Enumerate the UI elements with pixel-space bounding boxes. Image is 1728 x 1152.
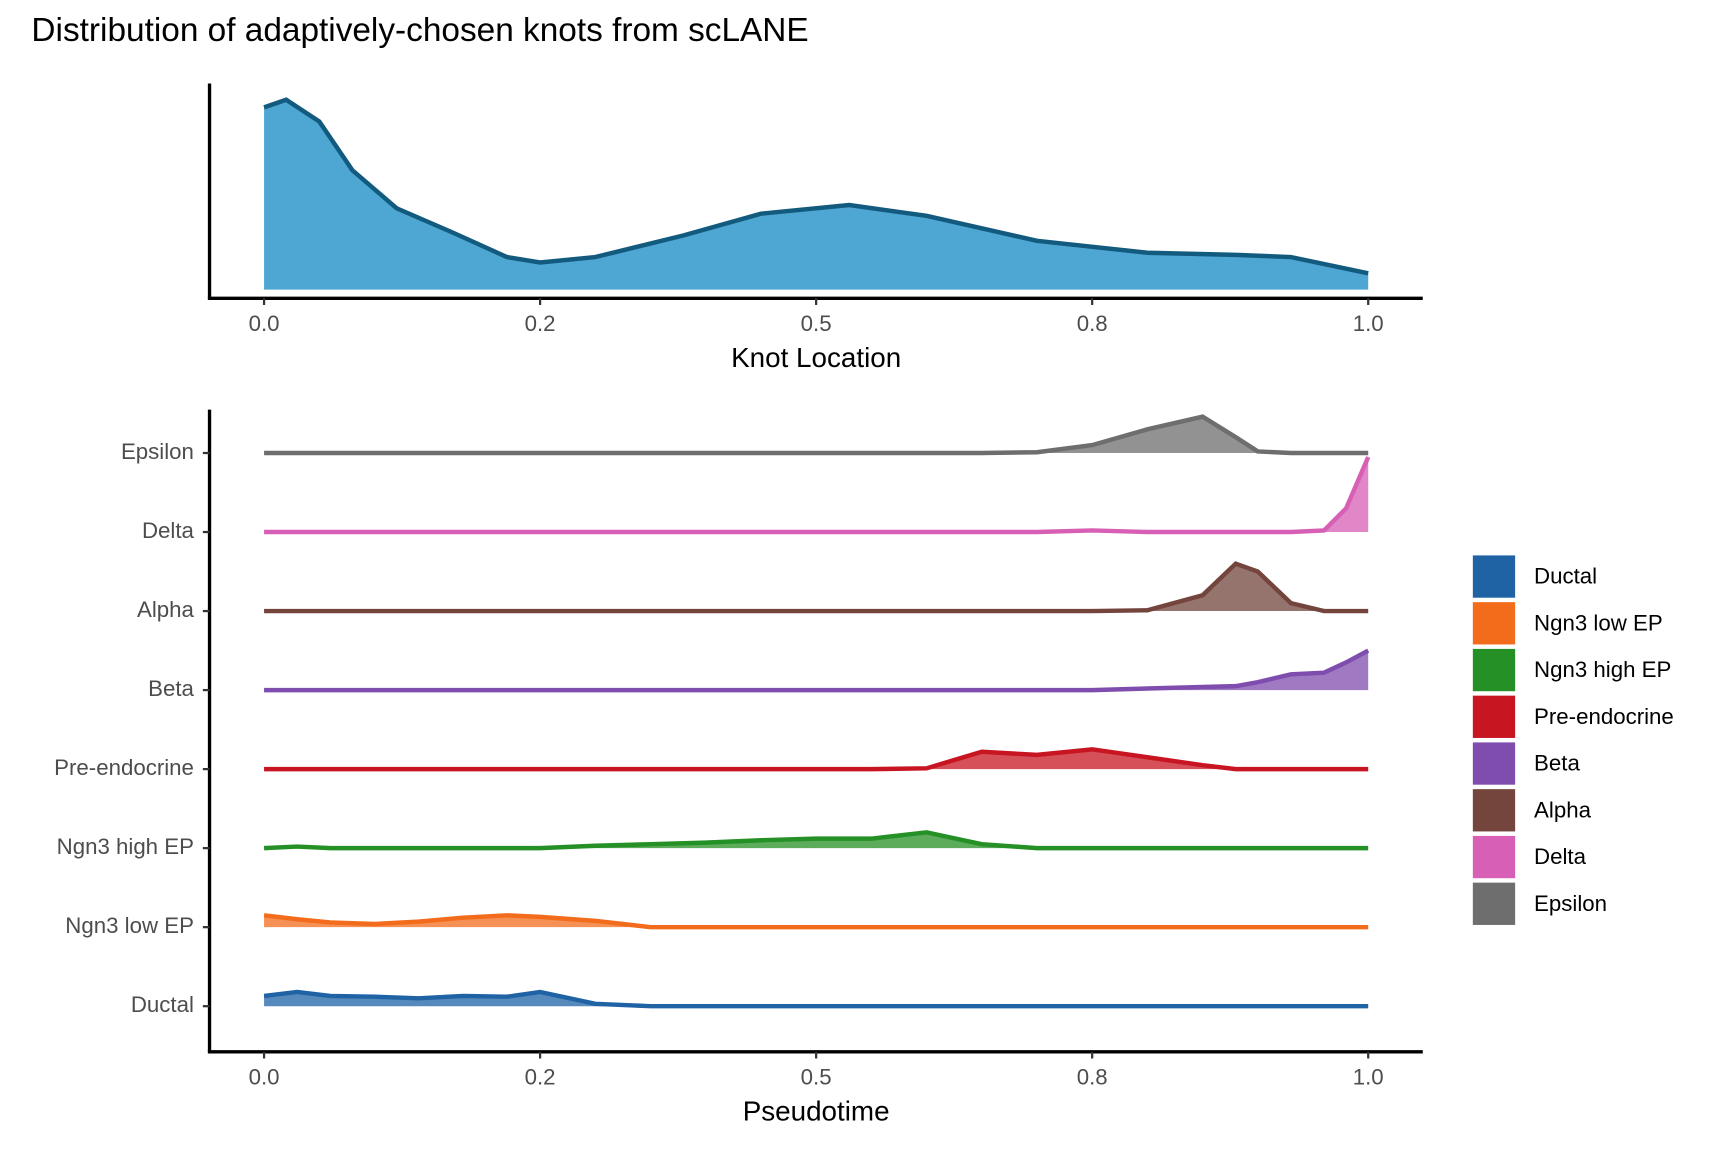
x-tick-label: 0.2 bbox=[525, 311, 556, 336]
legend-label: Alpha bbox=[1534, 797, 1592, 822]
ridge-line bbox=[263, 989, 1369, 1009]
legend-label: Ngn3 low EP bbox=[1534, 610, 1663, 635]
legend-label: Epsilon bbox=[1534, 891, 1607, 916]
legend-label: Ductal bbox=[1534, 564, 1597, 589]
x-tick-label: 0.5 bbox=[801, 1064, 832, 1089]
ridge-area bbox=[264, 650, 1369, 691]
legend-key bbox=[1472, 555, 1516, 598]
x-tick-label: 0.8 bbox=[1077, 1064, 1108, 1089]
ridge-line bbox=[264, 561, 1369, 614]
x-tick-label: 0.2 bbox=[525, 1064, 556, 1089]
ridge-area bbox=[264, 991, 1369, 1007]
x-tick-label: 0.0 bbox=[249, 311, 280, 336]
legend-key bbox=[1472, 882, 1516, 925]
y-tick-label: Alpha bbox=[137, 597, 195, 622]
density-area bbox=[264, 99, 1369, 290]
ridge-line bbox=[264, 456, 1371, 535]
y-tick-label: Delta bbox=[142, 518, 195, 543]
y-tick-label: Ngn3 low EP bbox=[65, 913, 194, 938]
x-axis-label: Knot Location bbox=[731, 342, 901, 373]
ridge-line bbox=[264, 747, 1369, 772]
x-tick-label: 0.5 bbox=[801, 311, 832, 336]
density-line bbox=[263, 97, 1369, 276]
legend-key bbox=[1472, 789, 1516, 832]
y-tick-label: Pre-endocrine bbox=[54, 755, 194, 780]
x-tick-label: 0.8 bbox=[1077, 311, 1108, 336]
y-tick-label: Epsilon bbox=[121, 439, 194, 464]
ridge-area bbox=[264, 749, 1369, 770]
y-tick-label: Ngn3 high EP bbox=[57, 834, 194, 859]
x-tick-label: 1.0 bbox=[1353, 1064, 1384, 1089]
legend-key bbox=[1472, 835, 1516, 879]
legend-label: Pre-endocrine bbox=[1534, 704, 1674, 729]
x-axis-label: Pseudotime bbox=[743, 1095, 890, 1126]
ridge-area bbox=[264, 456, 1369, 533]
ridge-line bbox=[264, 414, 1369, 456]
ridge-area bbox=[264, 416, 1369, 454]
legend-label: Delta bbox=[1534, 844, 1587, 869]
x-tick-label: 0.0 bbox=[249, 1064, 280, 1089]
x-tick-label: 1.0 bbox=[1353, 311, 1384, 336]
ridge-area bbox=[264, 563, 1369, 612]
legend-label: Ngn3 high EP bbox=[1534, 657, 1671, 682]
ridge-line bbox=[263, 830, 1369, 851]
legend-key bbox=[1472, 648, 1516, 692]
chart-title: Distribution of adaptively-chosen knots … bbox=[31, 12, 808, 49]
y-tick-label: Beta bbox=[148, 676, 194, 701]
ridge-line bbox=[263, 913, 1369, 930]
legend-label: Beta bbox=[1534, 751, 1580, 776]
ridge-line bbox=[264, 648, 1370, 693]
legend-key bbox=[1472, 695, 1516, 738]
y-tick-label: Ductal bbox=[131, 992, 194, 1017]
legend-key bbox=[1472, 742, 1516, 785]
legend-key bbox=[1472, 602, 1516, 645]
